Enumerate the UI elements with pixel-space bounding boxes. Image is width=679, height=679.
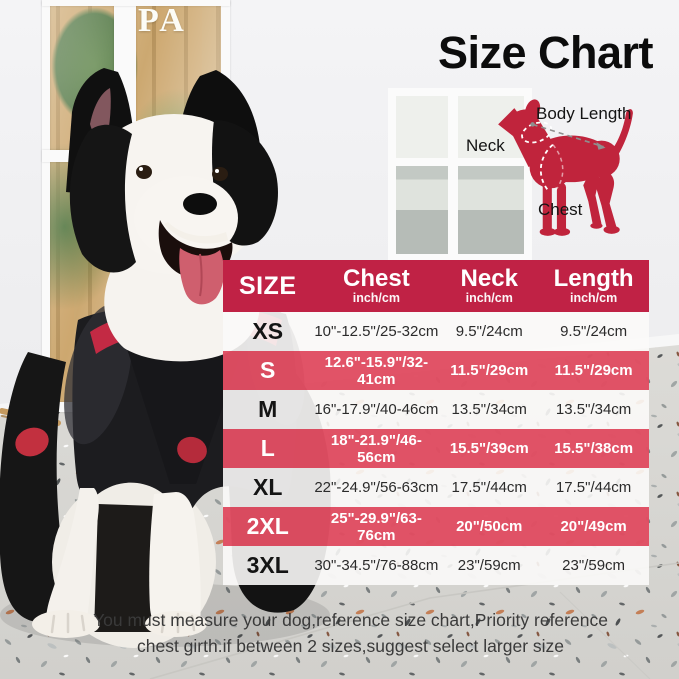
- table-header: SIZE Chest inch/cm Neck inch/cm Length i…: [223, 260, 649, 312]
- dog-left-eye-glint: [139, 167, 143, 171]
- measure-note: You must measure your dog,reference size…: [28, 607, 673, 660]
- table-row-m: M 16"-17.9"/40-46cm 13.5"/34cm 13.5"/34c…: [223, 390, 649, 429]
- cell-length: 11.5"/29cm: [538, 351, 649, 390]
- body-length-measure-line: [532, 123, 604, 148]
- cell-neck: 11.5"/29cm: [440, 351, 539, 390]
- measure-diagram: Neck Body Length Chest: [452, 92, 672, 258]
- dog-face-patch-left: [69, 124, 136, 273]
- cell-length: 15.5"/38cm: [538, 429, 649, 468]
- window-frame-bar: [42, 0, 50, 412]
- cell-neck: 13.5"/34cm: [440, 390, 539, 429]
- header-length: Length inch/cm: [538, 260, 649, 312]
- garment-red-strap-right: [177, 436, 207, 464]
- cell-neck: 15.5"/39cm: [440, 429, 539, 468]
- dog-right-eye: [212, 167, 228, 181]
- table-row-2xl: 2XL 25"-29.9"/63-76cm 20"/50cm 20"/49cm: [223, 507, 649, 546]
- cell-neck: 17.5"/44cm: [440, 468, 539, 507]
- page-title: Size Chart: [437, 27, 654, 78]
- header-neck-label: Neck: [460, 264, 518, 292]
- body-length-start-dot: [530, 122, 535, 127]
- cell-chest: 16"-17.9"/40-46cm: [312, 390, 441, 429]
- dog-left-eye: [136, 165, 152, 179]
- cell-neck: 20"/50cm: [440, 507, 539, 546]
- cell-chest: 22"-24.9"/56-63cm: [312, 468, 441, 507]
- window-frame-bar: [396, 158, 524, 166]
- header-size: SIZE: [223, 260, 313, 312]
- cell-size: M: [223, 390, 313, 429]
- cell-length: 9.5"/24cm: [538, 312, 649, 351]
- window-sign-text: PA: [138, 2, 187, 39]
- dog-right-eye-glint: [215, 169, 219, 173]
- cell-size: 3XL: [223, 546, 313, 585]
- header-length-unit: inch/cm: [569, 291, 618, 306]
- cell-length: 20"/49cm: [538, 507, 649, 546]
- cell-chest: 10"-12.5"/25-32cm: [312, 312, 441, 351]
- cell-length: 23"/59cm: [538, 546, 649, 585]
- neck-measure-dashes: [521, 121, 553, 144]
- table-row-s: S 12.6"-15.9"/32-41cm 11.5"/29cm 11.5"/2…: [223, 351, 649, 390]
- header-neck-unit: inch/cm: [465, 291, 513, 306]
- dog-nose: [183, 193, 217, 215]
- size-chart-table: SIZE Chest inch/cm Neck inch/cm Length i…: [223, 260, 649, 585]
- chest-measure-dashes-back: [552, 144, 564, 194]
- dog-between-legs-shadow: [94, 504, 156, 632]
- cell-size: L: [223, 429, 313, 468]
- body-length-arrowhead: [596, 142, 606, 150]
- cell-size: 2XL: [223, 507, 313, 546]
- dog-front-leg-right: [149, 492, 201, 632]
- dog-left-flank: [0, 352, 66, 622]
- header-chest: Chest inch/cm: [312, 260, 441, 312]
- table-row-xl: XL 22"-24.9"/56-63cm 17.5"/44cm 17.5"/44…: [223, 468, 649, 507]
- dog-silhouette-icon: [498, 99, 633, 236]
- cell-neck: 23"/59cm: [440, 546, 539, 585]
- dog-teeth: [164, 222, 228, 244]
- body-length-label: Body Length: [536, 104, 632, 123]
- cell-chest: 12.6"-15.9"/32-41cm: [312, 351, 441, 390]
- measure-note-line1: You must measure your dog,reference size…: [93, 610, 608, 630]
- dog-tongue-crease: [199, 253, 203, 297]
- window-frame-bar: [448, 96, 458, 254]
- chest-measure-dashes: [540, 143, 554, 192]
- cell-length: 17.5"/44cm: [538, 468, 649, 507]
- floor-grout-line-2: [559, 591, 651, 679]
- cell-chest: 30"-34.5"/76-88cm: [312, 546, 441, 585]
- cell-size: XL: [223, 468, 313, 507]
- header-neck: Neck inch/cm: [440, 260, 539, 312]
- cell-chest: 25"-29.9"/63-76cm: [312, 507, 441, 546]
- chest-label: Chest: [538, 200, 583, 219]
- measure-note-line2: chest girth.if between 2 sizes,suggest s…: [136, 636, 564, 657]
- dog-paw-toes: [50, 612, 196, 634]
- table-row-xs: XS 10"-12.5"/25-32cm 9.5"/24cm 9.5"/24cm: [223, 312, 649, 351]
- header-chest-label: Chest: [343, 264, 410, 292]
- garment-red-strap-left: [15, 427, 49, 457]
- cell-length: 13.5"/34cm: [538, 390, 649, 429]
- cell-size: XS: [223, 312, 313, 351]
- table-row-3xl: 3XL 30"-34.5"/76-88cm 23"/59cm 23"/59cm: [223, 546, 649, 585]
- window-frame-bar: [42, 0, 230, 6]
- table-row-l: L 18"-21.9"/46-56cm 15.5"/39cm 15.5"/38c…: [223, 429, 649, 468]
- header-chest-unit: inch/cm: [352, 291, 400, 306]
- cell-chest: 18"-21.9"/46-56cm: [312, 429, 441, 468]
- cell-neck: 9.5"/24cm: [440, 312, 539, 351]
- header-length-label: Length: [553, 264, 634, 292]
- cell-size: S: [223, 351, 313, 390]
- dog-front-leg-left: [46, 488, 99, 628]
- neck-label: Neck: [466, 136, 505, 155]
